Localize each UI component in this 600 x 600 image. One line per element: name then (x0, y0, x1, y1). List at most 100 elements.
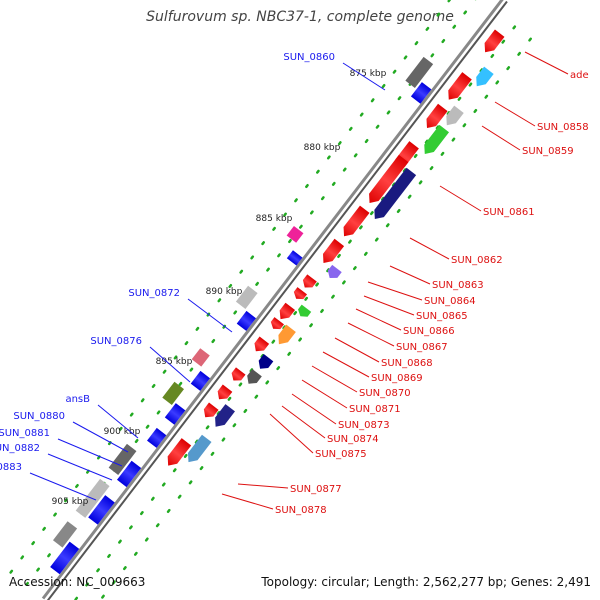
gene-feature-5 (426, 103, 448, 129)
gene-feature-1 (484, 29, 505, 53)
genome-backbone-inner (46, 0, 508, 600)
gene-label-left: SUN_0880 (13, 411, 65, 422)
gene-feature-43 (52, 521, 78, 548)
gene-label-right: SUN_0862 (451, 255, 503, 266)
label-leader-line (47, 453, 113, 481)
gene-label-right: SUN_0870 (359, 388, 411, 399)
gene-label-right: SUN_0869 (371, 373, 423, 384)
label-leader-line (187, 298, 233, 333)
gene-feature-13 (302, 274, 317, 288)
kbp-tick-label: 890 kbp (206, 287, 243, 297)
gene-feature-23 (217, 384, 233, 400)
gene-feature-33 (236, 310, 256, 331)
gene-feature-27 (167, 438, 192, 466)
gene-feature-39 (108, 443, 137, 475)
gene-label-right: SUN_0878 (275, 505, 327, 516)
gene-feature-44 (50, 541, 80, 575)
label-leader-line (439, 185, 482, 212)
gene-label-right: SUN_0865 (416, 311, 468, 322)
gene-label-right: SUN_0866 (403, 326, 455, 337)
label-leader-line (334, 337, 380, 363)
gene-feature-30 (286, 225, 304, 243)
label-leader-line (363, 295, 415, 316)
gene-feature-21 (247, 369, 262, 384)
label-leader-line (301, 379, 348, 409)
gene-feature-40 (117, 460, 142, 488)
label-leader-line (342, 62, 386, 91)
map-title: Sulfurovum sp. NBC37-1, complete genome (146, 9, 454, 25)
gene-label-right: SUN_0858 (537, 122, 589, 133)
gene-feature-10 (343, 205, 370, 237)
kbp-tick-label: 905 kbp (52, 497, 89, 507)
gene-feature-31 (286, 250, 303, 266)
gene-feature-37 (164, 403, 186, 425)
gene-label-right: ade (570, 70, 589, 81)
gene-feature-11 (322, 238, 345, 264)
kbp-tick-label: 875 kbp (350, 69, 387, 79)
gene-label-left: SUN_0872 (128, 288, 180, 299)
gene-feature-4 (446, 105, 464, 126)
gene-feature-3 (448, 72, 472, 100)
gene-feature-15 (298, 304, 312, 317)
gene-label-right: SUN_0859 (522, 146, 574, 157)
gene-feature-9 (369, 154, 409, 203)
label-leader-line (367, 281, 423, 301)
gene-label-right: SUN_0875 (315, 449, 367, 460)
kbp-tick-label: 880 kbp (304, 143, 341, 153)
gene-feature-8 (374, 167, 417, 220)
gene-feature-2 (476, 66, 494, 87)
gene-label-right: SUN_0867 (396, 342, 448, 353)
gene-feature-38 (147, 427, 167, 448)
label-leader-line (322, 351, 370, 378)
genome-backbone-outer (41, 0, 504, 600)
kbp-tick-label: 900 kbp (104, 427, 141, 437)
accession-text: Accession: NC_009663 (9, 575, 146, 589)
label-leader-line (494, 101, 536, 127)
gene-feature-19 (254, 336, 270, 352)
gene-label-right: SUN_0874 (327, 434, 379, 445)
gene-label-right: SUN_0877 (290, 484, 342, 495)
gene-feature-32 (235, 285, 258, 309)
gene-feature-20 (258, 354, 274, 369)
gene-feature-16 (279, 302, 296, 320)
gene-label-right: SUN_0864 (424, 296, 476, 307)
gene-label-left: ansB (65, 394, 90, 405)
gene-feature-29 (410, 82, 432, 104)
label-leader-line (29, 472, 97, 501)
gene-feature-14 (293, 287, 308, 300)
label-leader-line (409, 237, 450, 260)
gene-label-left: SUN_0883 (0, 462, 22, 473)
gene-feature-25 (203, 402, 219, 418)
gene-label-left: SUN_0860 (283, 52, 335, 63)
gene-label-right: SUN_0873 (338, 420, 390, 431)
label-leader-line (72, 421, 129, 453)
gene-feature-34 (191, 348, 210, 367)
gene-feature-17 (278, 324, 296, 345)
gene-feature-35 (190, 370, 210, 391)
gene-label-left: SUN_0881 (0, 428, 50, 439)
gene-label-right: SUN_0868 (381, 358, 433, 369)
gene-feature-24 (215, 404, 235, 427)
label-leader-line (221, 493, 274, 510)
label-leader-line (291, 393, 337, 425)
gene-feature-42 (88, 495, 115, 525)
gene-feature-18 (270, 317, 285, 330)
gene-label-left: SUN_0876 (90, 336, 142, 347)
label-leader-line (389, 265, 431, 285)
label-leader-line (281, 405, 326, 439)
gene-label-right: SUN_0871 (349, 404, 401, 415)
gene-label-right: SUN_0861 (483, 207, 535, 218)
label-leader-line (347, 322, 395, 347)
gene-label-right: SUN_0863 (432, 280, 484, 291)
gene-label-left: SUN_0882 (0, 443, 40, 454)
label-leader-line (269, 413, 314, 454)
label-leader-line (57, 438, 123, 467)
label-leader-line (149, 346, 191, 383)
gene-feature-36 (162, 381, 184, 405)
label-leader-line (481, 125, 521, 151)
topology-text: Topology: circular; Length: 2,562,277 bp… (261, 575, 591, 589)
kbp-tick-label: 885 kbp (256, 214, 293, 224)
label-leader-line (524, 51, 569, 75)
gene-feature-12 (327, 264, 342, 279)
